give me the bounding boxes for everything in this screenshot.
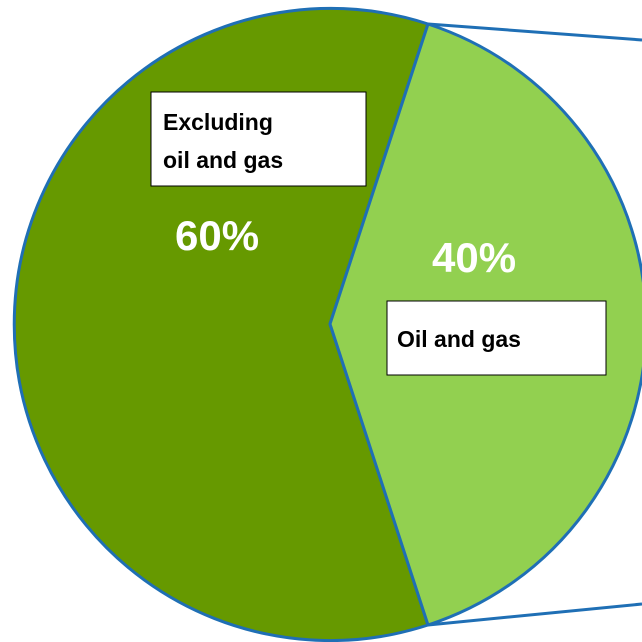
slice-label-box	[150, 91, 367, 187]
leader-line-bottom	[427, 602, 642, 627]
slice-label-excluding-oil-and-gas: Excluding oil and gas	[150, 91, 367, 187]
slice-percent-label-excluding-oil-and-gas: 60%	[175, 212, 259, 259]
slice-label-box	[386, 300, 607, 376]
leader-line-top	[427, 22, 642, 42]
slice-percent-label-oil-and-gas: 40%	[432, 234, 516, 281]
slice-label-oil-and-gas: Oil and gas	[386, 300, 607, 376]
slice-label-line: oil and gas	[163, 147, 283, 173]
slice-label-line: Excluding	[163, 109, 273, 135]
slice-label-line: Oil and gas	[397, 326, 521, 352]
